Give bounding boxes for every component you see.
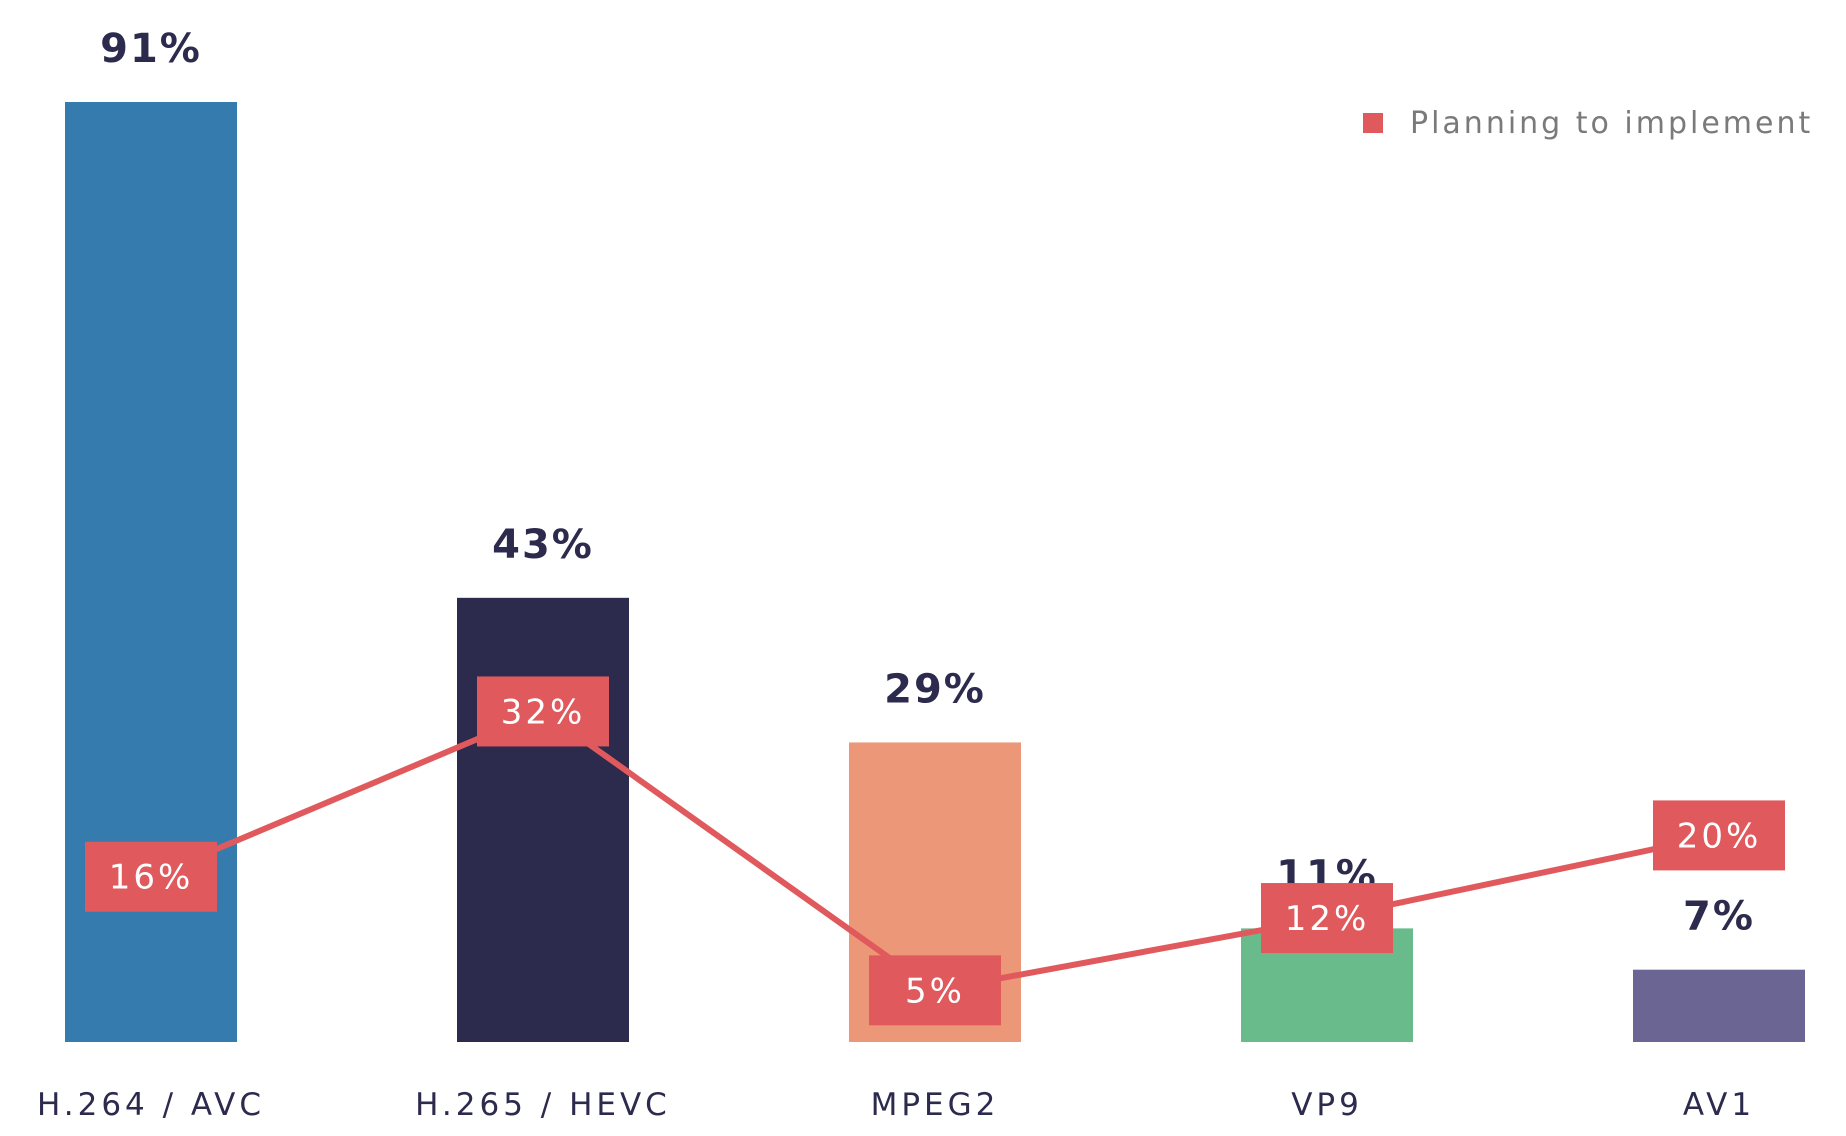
category-label-h-264-avc: H.264 / AVC [37, 1087, 265, 1123]
planning-value-box [477, 676, 609, 747]
planning-point-h-264-avc: 16% [85, 841, 217, 912]
bars-layer [65, 102, 1805, 1042]
planning-value-label: 5% [905, 971, 965, 1011]
planning-point-h-265-hevc: 32% [477, 676, 609, 747]
planning-value-box [85, 841, 217, 912]
planning-value-label: 12% [1285, 899, 1370, 939]
planning-point-vp9: 12% [1261, 883, 1393, 954]
legend: Planning to implement [1363, 106, 1813, 141]
bar-value-labels: 91%43%29%11%7% [100, 26, 1755, 940]
bar-av1 [1633, 969, 1805, 1042]
planning-value-label: 32% [501, 692, 586, 732]
planning-value-label: 20% [1677, 816, 1762, 856]
planning-value-label: 16% [109, 858, 194, 898]
planning-value-box [1653, 800, 1785, 871]
category-labels: H.264 / AVC H.265 / HEVC MPEG2 VP9 AV1 [37, 1087, 1755, 1123]
planning-value-labels: 16% 32% 5% 12% 20% [85, 676, 1785, 1026]
category-label-vp9: VP9 [1291, 1087, 1363, 1123]
legend-label-planning: Planning to implement [1410, 106, 1813, 141]
planning-point-mpeg2: 5% [869, 955, 1001, 1026]
bar-h-265-hevc [457, 597, 629, 1042]
category-label-mpeg2: MPEG2 [871, 1087, 1000, 1123]
bar-value-label-h-265-hevc: 43% [492, 522, 594, 568]
legend-swatch [1363, 113, 1383, 133]
category-label-h-265-hevc: H.265 / HEVC [415, 1087, 671, 1123]
category-label-av1: AV1 [1683, 1087, 1755, 1123]
bar-value-label-av1: 7% [1683, 894, 1755, 940]
bar-value-label-h-264-avc: 91% [100, 26, 202, 72]
planning-value-box [869, 955, 1001, 1026]
planning-point-av1: 20% [1653, 800, 1785, 871]
planning-value-box [1261, 883, 1393, 954]
bar-value-label-mpeg2: 29% [884, 666, 986, 712]
